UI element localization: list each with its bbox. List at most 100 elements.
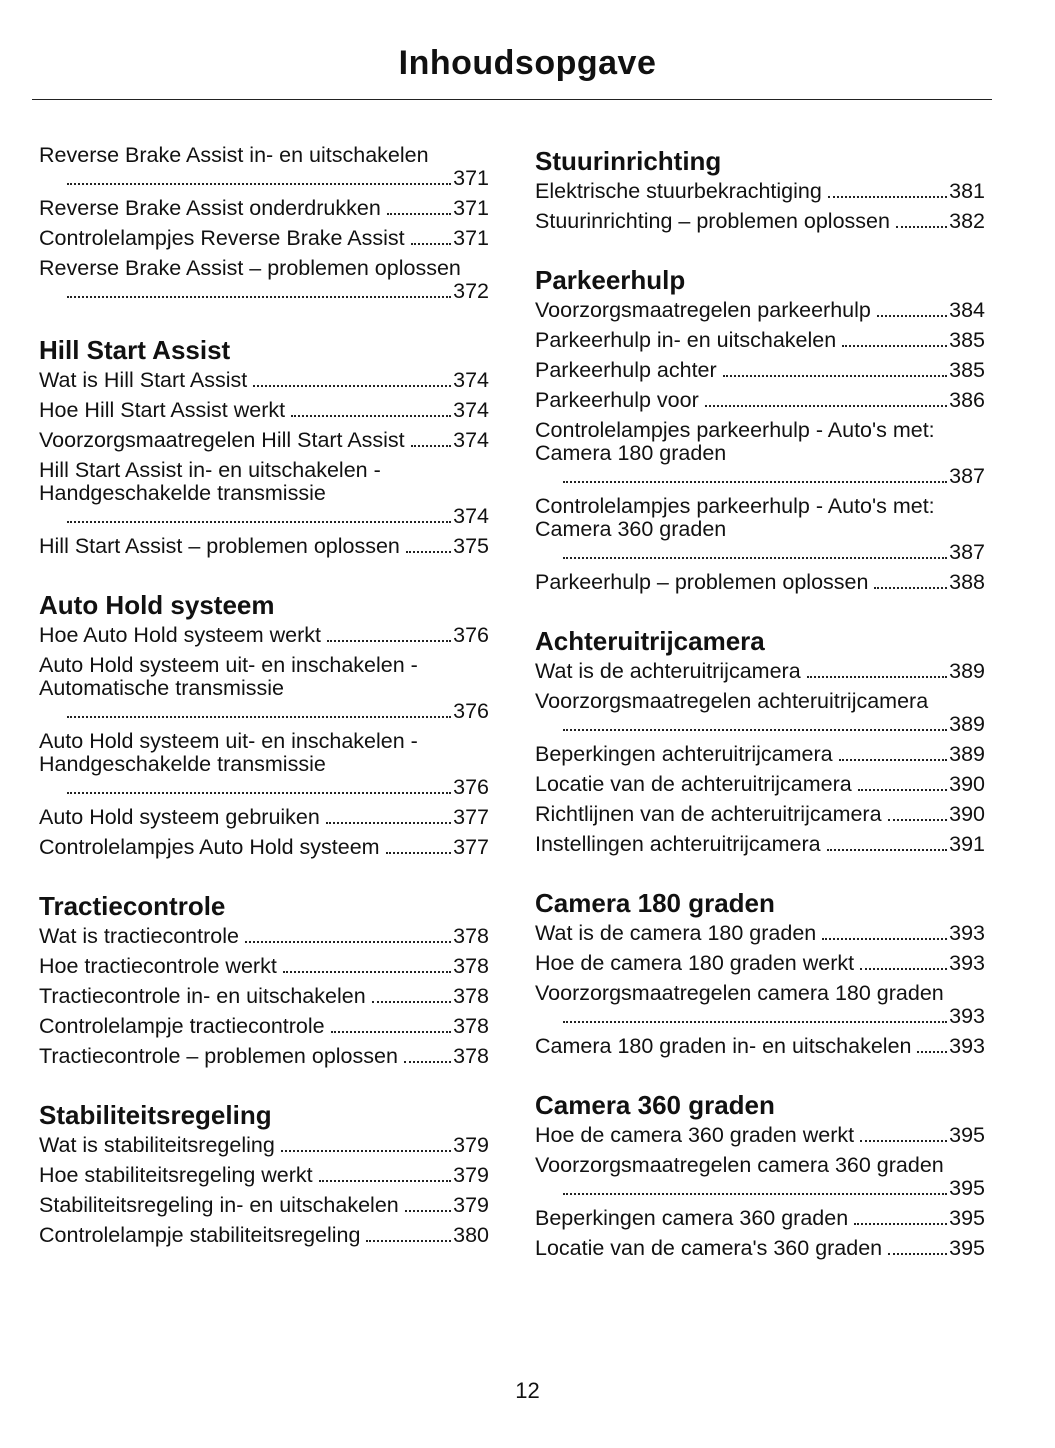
dot-leader: [857, 789, 948, 791]
dot-leader: [887, 819, 948, 821]
entry-leader: 379: [318, 1163, 489, 1187]
dot-leader: [563, 729, 948, 731]
toc-entry: Voorzorgsmaatregelen camera 360 graden 39…: [535, 1154, 985, 1200]
dot-leader: [366, 1240, 452, 1242]
toc-entry: Tractiecontrole – problemen oplossen 378: [39, 1045, 489, 1068]
entry-text: Controlelampjes Auto Hold systeem: [39, 835, 380, 859]
toc-entry: Parkeerhulp – problemen oplossen 388: [535, 571, 985, 594]
dot-leader: [405, 551, 452, 553]
entry-page: 379: [453, 1193, 489, 1217]
entry-text: Parkeerhulp – problemen oplossen: [535, 570, 869, 594]
toc-entry: Hoe de camera 360 graden werkt 395: [535, 1124, 985, 1147]
entry-leader: 382: [895, 209, 985, 233]
entry-text: Parkeerhulp in- en uitschakelen: [535, 328, 837, 352]
entry-page: 393: [949, 1034, 985, 1058]
entry-text: Auto Hold systeem uit- en inschakelen - …: [39, 653, 418, 700]
title-rule: [32, 99, 992, 100]
dot-leader: [860, 1140, 948, 1142]
entry-page: 385: [949, 358, 985, 382]
dot-leader: [917, 1051, 948, 1053]
entry-text: Controlelampjes parkeerhulp - Auto's met…: [535, 494, 935, 541]
entry-page: 371: [453, 166, 489, 190]
entry-page: 389: [949, 742, 985, 766]
dot-leader: [806, 676, 948, 678]
entry-leader: 387: [563, 541, 985, 564]
entry-leader: 390: [857, 772, 985, 796]
entry-page: 378: [453, 1044, 489, 1068]
toc-column: Stuurinrichting Elektrische stuurbekracht…: [535, 144, 985, 1290]
entry-text: Hoe de camera 360 graden werkt: [535, 1123, 855, 1147]
dot-leader: [563, 557, 948, 559]
entry-text: Tractiecontrole – problemen oplossen: [39, 1044, 398, 1068]
section-heading: Auto Hold systeem: [39, 590, 275, 620]
entry-page: 376: [453, 775, 489, 799]
entry-leader: 393: [860, 952, 985, 975]
entry-leader: 385: [842, 329, 985, 352]
entry-text: Reverse Brake Assist in- en uitschakelen: [39, 143, 429, 167]
dot-leader: [895, 226, 948, 228]
toc-entry: Controlelampje tractiecontrole 378: [39, 1015, 489, 1038]
entry-text: Voorzorgsmaatregelen parkeerhulp: [535, 298, 871, 322]
toc-entry: Parkeerhulp voor 386: [535, 389, 985, 412]
entry-page: 375: [453, 534, 489, 558]
toc-entry: Auto Hold systeem gebruiken 377: [39, 806, 489, 829]
entry-text: Controlelampje tractiecontrole: [39, 1014, 325, 1038]
entry-page: 390: [949, 802, 985, 826]
section-heading: Parkeerhulp: [535, 265, 686, 295]
entry-leader: 371: [67, 167, 489, 190]
entry-page: 382: [949, 209, 985, 233]
entry-text: Wat is Hill Start Assist: [39, 368, 248, 392]
entry-leader: 395: [854, 1207, 985, 1230]
entry-text: Tractiecontrole in- en uitschakelen: [39, 984, 366, 1008]
entry-text: Hill Start Assist – problemen oplossen: [39, 534, 400, 558]
entry-page: 393: [949, 951, 985, 975]
entry-page: 374: [453, 368, 489, 392]
toc-entry: Parkeerhulp achter 385: [535, 359, 985, 382]
dot-leader: [403, 1061, 452, 1063]
toc-entry: Camera 180 graden in- en uitschakelen 393: [535, 1035, 985, 1058]
toc-entry: Voorzorgsmaatregelen Hill Start Assist 37…: [39, 429, 489, 452]
toc-entry: Locatie van de achteruitrijcamera 390: [535, 773, 985, 796]
section-heading: Hill Start Assist: [39, 335, 231, 365]
toc-section: Camera 180 graden Wat is de camera 180 gr…: [535, 886, 985, 1058]
entry-page: 386: [949, 388, 985, 412]
entry-leader: 377: [325, 806, 489, 829]
entry-text: Controlelampje stabiliteitsregeling: [39, 1223, 361, 1247]
dot-leader: [410, 445, 452, 447]
entry-text: Hoe stabiliteitsregeling werkt: [39, 1163, 313, 1187]
entry-page: 385: [949, 328, 985, 352]
entry-text: Elektrische stuurbekrachtiging: [535, 179, 822, 203]
toc-entry: Hoe Auto Hold systeem werkt 376: [39, 624, 489, 647]
toc-entry: Hoe stabiliteitsregeling werkt 379: [39, 1164, 489, 1187]
entry-leader: 381: [827, 179, 985, 203]
entry-leader: 378: [403, 1044, 489, 1068]
toc-entry: Tractiecontrole in- en uitschakelen 378: [39, 985, 489, 1008]
dot-leader: [704, 405, 948, 407]
entry-page: 393: [949, 921, 985, 945]
entry-text: Voorzorgsmaatregelen camera 180 graden: [535, 981, 944, 1005]
entry-page: 393: [949, 1004, 985, 1028]
toc-entry: Wat is tractiecontrole 378: [39, 925, 489, 948]
entry-leader: 378: [371, 985, 489, 1008]
entry-page: 379: [453, 1163, 489, 1187]
entry-text: Voorzorgsmaatregelen achteruitrijcamera: [535, 689, 929, 713]
toc-entry: Beperkingen achteruitrijcamera 389: [535, 743, 985, 766]
dot-leader: [253, 385, 452, 387]
entry-leader: 374: [253, 369, 489, 392]
entry-leader: 388: [874, 571, 985, 594]
dot-leader: [318, 1180, 452, 1182]
entry-text: Wat is de camera 180 graden: [535, 921, 817, 945]
dot-leader: [722, 375, 948, 377]
page-title: Inhoudsopgave: [398, 44, 657, 82]
entry-text: Camera 180 graden in- en uitschakelen: [535, 1034, 912, 1058]
entry-page: 381: [949, 179, 985, 203]
dot-leader: [371, 1001, 452, 1003]
entry-page: 390: [949, 772, 985, 796]
entry-leader: 371: [410, 227, 489, 250]
entry-page: 371: [453, 196, 489, 220]
entry-page: 395: [949, 1123, 985, 1147]
entry-text: Locatie van de camera's 360 graden: [535, 1236, 883, 1260]
entry-leader: 390: [887, 802, 985, 826]
toc-entry: Reverse Brake Assist in- en uitschakelen…: [39, 144, 489, 190]
entry-text: Wat is stabiliteitsregeling: [39, 1133, 275, 1157]
